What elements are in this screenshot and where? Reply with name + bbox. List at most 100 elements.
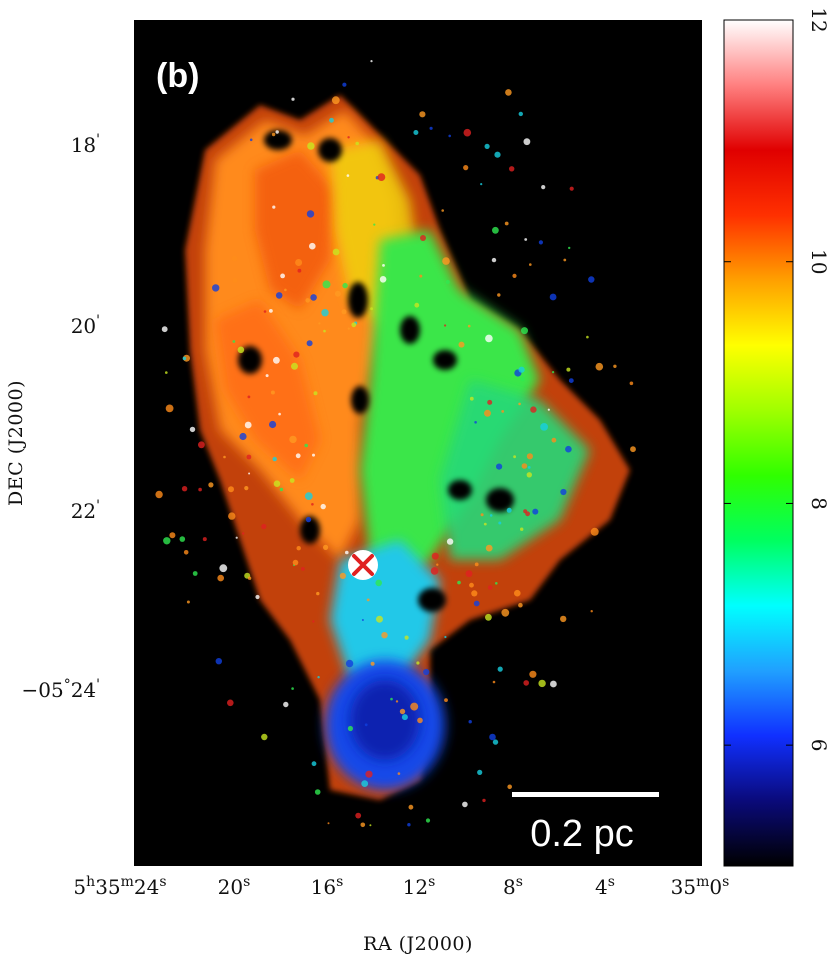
emission-speckle xyxy=(492,680,496,684)
emission-speckle xyxy=(261,733,268,741)
emission-speckle xyxy=(629,381,634,386)
emission-speckle xyxy=(275,130,279,134)
emission-speckle xyxy=(327,822,330,825)
emission-speckle xyxy=(487,399,493,405)
emission-speckle xyxy=(269,420,277,429)
emission-speckle xyxy=(501,608,510,617)
emission-speckle xyxy=(246,454,252,460)
emission-speckle xyxy=(295,259,303,266)
emission-speckle xyxy=(347,725,353,732)
emission-speckle xyxy=(289,435,297,444)
emission-speckle xyxy=(509,166,515,172)
emission-speckle xyxy=(219,564,228,573)
emission-speckle xyxy=(560,615,567,623)
emission-map xyxy=(155,60,636,828)
panel-label: (b) xyxy=(156,57,199,95)
emission-speckle xyxy=(501,410,505,413)
emission-speckle xyxy=(529,263,532,266)
colorbar: 6 8 10 12 xyxy=(723,7,830,867)
emission-speckle xyxy=(442,257,450,265)
emission-speckle xyxy=(304,443,309,448)
y-tick-label: 18' xyxy=(71,132,100,157)
x-axis-ticks: 5h35m24s 20s 16s 12s 8s 4s 35m0s xyxy=(73,874,729,899)
emission-speckle xyxy=(444,324,447,327)
emission-speckle xyxy=(390,697,393,701)
emission-speckle xyxy=(314,789,321,795)
emission-speckle xyxy=(489,514,493,517)
emission-speckle xyxy=(551,437,557,443)
emission-speckle xyxy=(630,446,636,453)
emission-speckle xyxy=(313,391,318,396)
emission-speckle xyxy=(323,544,329,551)
colorbar-tick-label: 10 xyxy=(807,249,830,274)
emission-speckle xyxy=(242,532,245,535)
emission-speckle xyxy=(237,346,245,354)
emission-speckle xyxy=(232,340,236,343)
emission-speckle xyxy=(586,335,589,339)
emission-speckle xyxy=(306,210,315,218)
emission-speckle xyxy=(446,538,454,545)
emission-speckle xyxy=(498,521,502,525)
y-tick-label: 22' xyxy=(71,498,100,523)
emission-speckle xyxy=(192,571,198,576)
emission-speckle xyxy=(231,255,238,262)
emission-speckle xyxy=(416,661,420,665)
emission-speckle xyxy=(595,362,604,371)
emission-speckle xyxy=(309,242,316,250)
emission-speckle xyxy=(182,356,187,361)
emission-speckle xyxy=(395,700,399,703)
y-tick-label: −05°24' xyxy=(21,677,100,702)
emission-speckle xyxy=(441,209,445,212)
emission-speckle xyxy=(485,334,493,343)
emission-speckle xyxy=(474,421,477,424)
y-axis-title: DEC (J2000) xyxy=(5,380,27,506)
emission-speckle xyxy=(473,600,480,607)
emission-speckle xyxy=(239,432,247,441)
emission-speckle xyxy=(163,537,171,545)
emission-speckle xyxy=(355,812,362,819)
emission-speckle xyxy=(244,421,252,429)
emission-speckle xyxy=(361,619,364,621)
emission-speckle xyxy=(312,620,315,623)
emission-speckle xyxy=(381,632,388,639)
emission-speckle xyxy=(474,562,479,567)
emission-speckle xyxy=(296,546,301,551)
emission-speckle xyxy=(165,371,168,374)
emission-speckle xyxy=(320,503,326,510)
region-east-arm xyxy=(215,300,320,480)
emission-speckle xyxy=(399,708,406,715)
emission-speckle xyxy=(291,97,295,101)
emission-speckle xyxy=(305,516,312,523)
emission-speckle xyxy=(480,513,484,517)
emission-speckle xyxy=(272,456,277,462)
emission-speckle xyxy=(506,507,512,513)
emission-speckle xyxy=(322,280,331,289)
emission-speckle xyxy=(532,508,539,515)
emission-speckle xyxy=(369,824,372,827)
emission-speckle xyxy=(365,770,373,778)
emission-speckle xyxy=(244,486,249,491)
emission-speckle xyxy=(183,550,189,555)
emission-speckle xyxy=(284,288,287,292)
emission-speckle xyxy=(462,801,468,808)
emission-speckle xyxy=(179,536,186,542)
emission-speckle xyxy=(566,367,571,372)
emission-speckle xyxy=(496,463,503,470)
x-tick-label: 4s xyxy=(595,874,615,899)
emission-speckle xyxy=(527,466,531,469)
emission-speckle xyxy=(425,818,431,823)
emission-speckle xyxy=(463,165,469,171)
emission-speckle xyxy=(310,294,317,301)
emission-speckle xyxy=(232,277,238,283)
emission-speckle xyxy=(212,284,220,292)
emission-speckle xyxy=(463,128,472,137)
emission-speckle xyxy=(289,478,295,483)
emission-speckle xyxy=(228,486,234,493)
emission-speckle xyxy=(270,390,275,395)
emission-speckle xyxy=(420,235,426,241)
emission-speckle xyxy=(419,274,423,278)
emission-speckle xyxy=(312,453,315,457)
emission-speckle xyxy=(304,492,313,500)
emission-speckle xyxy=(347,327,350,330)
emission-speckle xyxy=(485,544,493,552)
